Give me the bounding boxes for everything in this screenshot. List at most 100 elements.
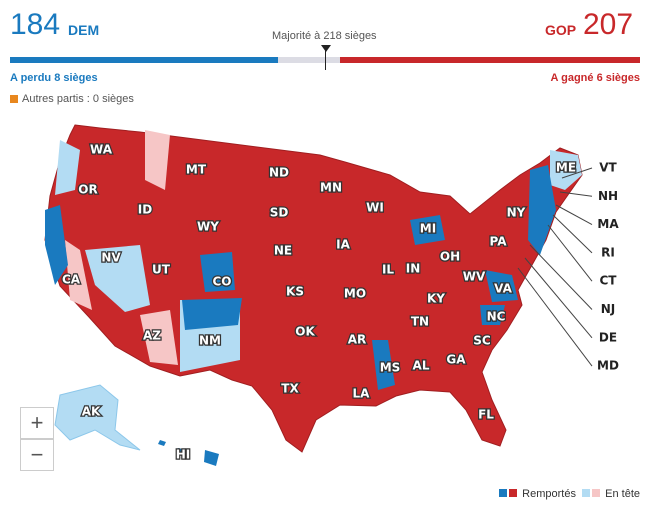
state-label: IN	[406, 262, 421, 276]
state-label: TN	[411, 315, 429, 329]
dem-seats: 184	[10, 8, 61, 41]
state-label: NC	[487, 310, 506, 324]
state-label: CO	[212, 275, 231, 289]
light-blue-area	[55, 140, 80, 195]
state-label: SD	[270, 206, 289, 220]
state-label: KS	[286, 285, 304, 299]
state-label: IL	[382, 263, 394, 277]
state-label: CA	[62, 273, 81, 287]
callout-line	[529, 244, 593, 310]
legend: Remportés En tête	[499, 488, 640, 500]
state-label: MT	[186, 163, 207, 177]
majority: Majorité à 218 sièges	[272, 30, 377, 42]
gop-change: A gagné 6 sièges	[550, 72, 640, 84]
blue-area	[410, 215, 445, 245]
gop-label: GOP	[545, 22, 577, 38]
swatch-dem-lead	[582, 489, 591, 497]
state-label: NV	[101, 251, 121, 265]
legend-leading: En tête	[605, 488, 640, 500]
state-label: FL	[478, 408, 494, 422]
others: Autres partis : 0 sièges	[22, 93, 134, 105]
state-label: LA	[353, 387, 371, 401]
state-label: UT	[152, 263, 171, 277]
state-label: KY	[427, 292, 445, 306]
state-label: PA	[490, 235, 508, 249]
state-label: ID	[138, 203, 152, 217]
legend-won: Remportés	[522, 488, 576, 500]
callout-line	[547, 224, 593, 282]
callout-line	[552, 214, 593, 254]
state-label: OK	[295, 325, 315, 339]
state-label: ND	[269, 166, 289, 180]
state-label: MI	[420, 222, 436, 236]
pink-area	[145, 130, 170, 190]
gop-seats: 207	[583, 8, 634, 41]
state-label: AZ	[143, 329, 161, 343]
callout-line	[555, 204, 593, 226]
alaska	[54, 384, 141, 451]
callout-line	[517, 267, 593, 367]
state-label: VA	[494, 282, 512, 296]
zoom-in[interactable]: +	[20, 407, 54, 439]
callout-label: MA	[597, 217, 619, 231]
state-label: HI	[176, 448, 191, 462]
light-blue-area	[550, 150, 582, 190]
dem-change: A perdu 8 sièges	[10, 72, 98, 84]
undecided-bar	[278, 57, 340, 63]
callout-label: DE	[599, 330, 617, 344]
state-label: TX	[281, 382, 299, 396]
state-label: ME	[556, 161, 576, 175]
state-label: WI	[366, 201, 384, 215]
callout-line	[524, 257, 593, 339]
state-label: AK	[82, 405, 101, 419]
blue-area	[45, 205, 68, 285]
others-swatch	[10, 95, 18, 103]
callout-label: RI	[601, 245, 615, 259]
pink-area	[140, 310, 178, 365]
state-label: GA	[446, 353, 466, 367]
callout-label: NJ	[601, 302, 616, 316]
dem-label: DEM	[68, 22, 100, 38]
zoom-out[interactable]: −	[20, 439, 54, 471]
callout-label: NH	[598, 189, 618, 203]
state-label: NE	[274, 244, 292, 258]
state-label: WA	[90, 143, 113, 157]
callout-label: VT	[599, 161, 617, 175]
state-label: WY	[197, 220, 219, 234]
state-label: NY	[507, 206, 526, 220]
majority-marker	[321, 45, 331, 52]
callout-label: MD	[597, 359, 619, 373]
callout-label: CT	[600, 274, 618, 288]
pink-area	[65, 240, 92, 310]
state-label: OR	[78, 183, 97, 197]
blue-area	[372, 340, 395, 390]
state-label: AR	[348, 333, 367, 347]
light-blue-area	[85, 245, 150, 312]
state-label: WV	[463, 270, 486, 284]
hawaii	[158, 440, 219, 466]
state-label: MO	[344, 287, 366, 301]
state-label: OH	[440, 250, 460, 264]
blue-area	[528, 165, 556, 255]
blue-area	[480, 305, 505, 325]
swatch-gop-lead	[592, 489, 601, 497]
callout-line	[561, 167, 593, 179]
swatch-dem-won	[499, 489, 508, 497]
dem-bar	[10, 57, 278, 63]
state-label: NM	[199, 334, 221, 348]
gop-bar	[340, 57, 640, 63]
us-outline	[44, 124, 583, 453]
blue-area	[182, 298, 242, 330]
state-label: IA	[336, 238, 350, 252]
state-label: MS	[380, 361, 401, 375]
callout-line	[559, 191, 593, 197]
majority-line	[325, 46, 326, 70]
blue-area	[200, 252, 235, 292]
swatch-gop-won	[509, 489, 518, 497]
state-label: AL	[413, 359, 430, 373]
blue-area	[485, 270, 518, 302]
state-label: MN	[320, 181, 342, 195]
state-label: SC	[473, 334, 491, 348]
